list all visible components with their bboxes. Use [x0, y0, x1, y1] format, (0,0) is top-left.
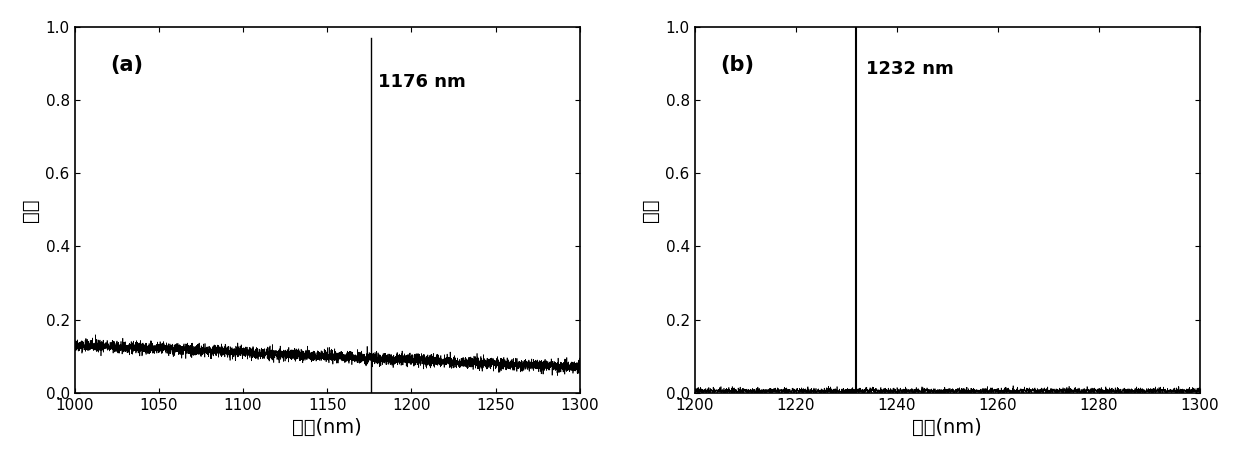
Y-axis label: 强度: 强度: [21, 198, 40, 222]
Text: 1176 nm: 1176 nm: [378, 73, 465, 91]
Text: (a): (a): [110, 55, 143, 75]
X-axis label: 波长(nm): 波长(nm): [913, 418, 982, 437]
Text: 1232 nm: 1232 nm: [867, 60, 954, 78]
X-axis label: 波长(nm): 波长(nm): [293, 418, 362, 437]
Y-axis label: 强度: 强度: [641, 198, 660, 222]
Text: (b): (b): [719, 55, 754, 75]
